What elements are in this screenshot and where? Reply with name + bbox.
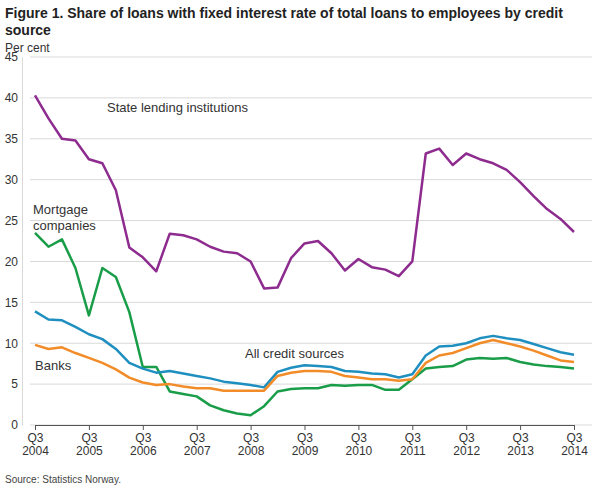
grid-line bbox=[30, 220, 592, 221]
x-tick: Q32009 bbox=[292, 425, 319, 458]
x-tick: Q32008 bbox=[238, 425, 265, 458]
grid-line bbox=[30, 261, 592, 262]
series-label: Mortgagecompanies bbox=[33, 202, 96, 233]
x-tick-mark bbox=[35, 425, 36, 430]
x-tick-label: Q32009 bbox=[292, 431, 319, 458]
x-tick-mark bbox=[197, 425, 198, 430]
y-tick: 20 bbox=[5, 255, 22, 269]
series-line bbox=[35, 233, 574, 415]
grid-line bbox=[30, 384, 592, 385]
grid-line bbox=[30, 138, 592, 139]
y-tick-label: 15 bbox=[5, 296, 19, 310]
x-tick-mark bbox=[412, 425, 413, 430]
grid bbox=[30, 57, 592, 425]
grid-line bbox=[30, 302, 592, 303]
y-tick-label: 40 bbox=[5, 91, 19, 105]
y-tick: 40 bbox=[5, 91, 22, 105]
y-tick-label: 10 bbox=[5, 337, 19, 351]
x-tick-label: Q32012 bbox=[453, 431, 480, 458]
x-tick-label: Q32013 bbox=[507, 431, 534, 458]
x-tick-mark bbox=[466, 425, 467, 430]
x-tick-label: Q32010 bbox=[346, 431, 373, 458]
series-line bbox=[35, 95, 574, 288]
x-axis: Q32004 Q32005 Q32006 Q32007 Q32008 Q32009 Q320… bbox=[22, 425, 588, 458]
x-tick-mark bbox=[143, 425, 144, 430]
y-tick-label: 5 bbox=[11, 377, 18, 391]
grid-line bbox=[30, 57, 592, 58]
series-line bbox=[35, 340, 574, 391]
x-tick: Q32005 bbox=[76, 425, 103, 458]
y-tick: 0 bbox=[11, 418, 22, 432]
y-axis-line bbox=[22, 58, 23, 426]
x-tick: Q32004 bbox=[22, 425, 49, 458]
y-tick: 25 bbox=[5, 214, 22, 228]
grid-line bbox=[30, 179, 592, 180]
y-tick: 15 bbox=[5, 296, 22, 310]
lines bbox=[35, 95, 574, 415]
x-tick: Q32012 bbox=[453, 425, 480, 458]
x-tick: Q32006 bbox=[130, 425, 157, 458]
y-tick-label: 20 bbox=[5, 255, 19, 269]
x-tick-label: Q32011 bbox=[400, 431, 426, 458]
x-tick: Q32011 bbox=[400, 425, 426, 458]
grid-line bbox=[30, 97, 592, 98]
y-tick: 45 bbox=[5, 50, 22, 64]
x-tick-mark bbox=[520, 425, 521, 430]
source: Source: Statistics Norway. bbox=[5, 474, 121, 485]
x-axis-line bbox=[36, 426, 575, 431]
x-tick-label: Q32014 bbox=[561, 431, 588, 458]
x-tick-mark bbox=[305, 425, 306, 430]
series-line bbox=[35, 311, 574, 387]
y-axis: 0 5 10 15 20 25 30 35 40 45 bbox=[5, 50, 23, 432]
x-tick: Q32014 bbox=[561, 425, 588, 458]
x-tick-mark bbox=[251, 425, 252, 430]
x-tick: Q32010 bbox=[346, 425, 373, 458]
x-tick-mark bbox=[89, 425, 90, 430]
y-tick: 5 bbox=[11, 377, 22, 391]
y-tick: 35 bbox=[5, 132, 22, 146]
series-label: All credit sources bbox=[245, 346, 344, 361]
x-tick-mark bbox=[358, 425, 359, 430]
x-tick: Q32007 bbox=[184, 425, 211, 458]
x-tick-label: Q32005 bbox=[76, 431, 103, 458]
x-tick-label: Q32004 bbox=[22, 431, 49, 458]
y-tick-label: 0 bbox=[11, 418, 18, 432]
x-tick: Q32013 bbox=[507, 425, 534, 458]
y-tick: 10 bbox=[5, 337, 22, 351]
series-label: State lending institutions bbox=[107, 100, 248, 115]
x-tick-label: Q32006 bbox=[130, 431, 157, 458]
y-tick-label: 45 bbox=[5, 50, 19, 64]
series-label: Banks bbox=[35, 358, 72, 373]
y-tick-label: 35 bbox=[5, 132, 19, 146]
x-tick-label: Q32008 bbox=[238, 431, 265, 458]
y-tick: 30 bbox=[5, 173, 22, 187]
y-tick-label: 25 bbox=[5, 214, 19, 228]
x-tick-mark bbox=[574, 425, 575, 430]
chart: Figure 1. Share of loans with fixed inte… bbox=[0, 0, 610, 488]
y-tick-label: 30 bbox=[5, 173, 19, 187]
title: Figure 1. Share of loans with fixed inte… bbox=[5, 5, 563, 38]
x-tick-label: Q32007 bbox=[184, 431, 211, 458]
